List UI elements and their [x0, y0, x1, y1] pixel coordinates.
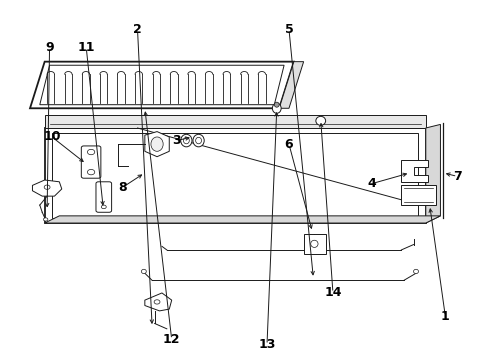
- Ellipse shape: [44, 185, 50, 189]
- Text: 8: 8: [119, 181, 127, 194]
- Ellipse shape: [311, 240, 318, 247]
- Ellipse shape: [151, 137, 163, 151]
- Ellipse shape: [142, 269, 147, 274]
- FancyBboxPatch shape: [96, 182, 112, 212]
- Polygon shape: [40, 65, 284, 105]
- Text: 2: 2: [133, 23, 142, 36]
- Ellipse shape: [316, 116, 326, 125]
- Text: 6: 6: [285, 138, 294, 150]
- Ellipse shape: [87, 170, 95, 175]
- Polygon shape: [32, 180, 62, 196]
- Ellipse shape: [154, 300, 160, 304]
- Polygon shape: [52, 134, 418, 218]
- Ellipse shape: [87, 149, 95, 155]
- Polygon shape: [45, 216, 441, 223]
- Ellipse shape: [181, 134, 192, 147]
- Text: 13: 13: [258, 338, 276, 351]
- Text: 5: 5: [285, 23, 294, 36]
- Polygon shape: [426, 125, 441, 223]
- Polygon shape: [304, 234, 326, 253]
- Text: 14: 14: [324, 287, 342, 300]
- Text: 10: 10: [43, 130, 61, 144]
- Polygon shape: [45, 128, 426, 223]
- Text: 3: 3: [172, 134, 181, 147]
- Text: 1: 1: [441, 310, 450, 323]
- Polygon shape: [145, 293, 172, 311]
- Ellipse shape: [183, 137, 189, 144]
- Text: 7: 7: [453, 170, 462, 183]
- Polygon shape: [401, 185, 436, 205]
- Polygon shape: [145, 132, 169, 157]
- Ellipse shape: [274, 102, 279, 107]
- Text: 11: 11: [77, 41, 95, 54]
- Polygon shape: [45, 116, 426, 128]
- Ellipse shape: [44, 218, 48, 221]
- Ellipse shape: [193, 134, 204, 147]
- Polygon shape: [279, 62, 304, 108]
- Ellipse shape: [101, 205, 106, 209]
- Ellipse shape: [272, 103, 281, 113]
- Text: 9: 9: [45, 41, 54, 54]
- Text: 4: 4: [368, 177, 376, 190]
- Polygon shape: [30, 62, 294, 108]
- FancyBboxPatch shape: [81, 146, 101, 178]
- Polygon shape: [401, 160, 428, 182]
- Text: 12: 12: [163, 333, 180, 346]
- Ellipse shape: [414, 269, 418, 274]
- Ellipse shape: [196, 137, 201, 144]
